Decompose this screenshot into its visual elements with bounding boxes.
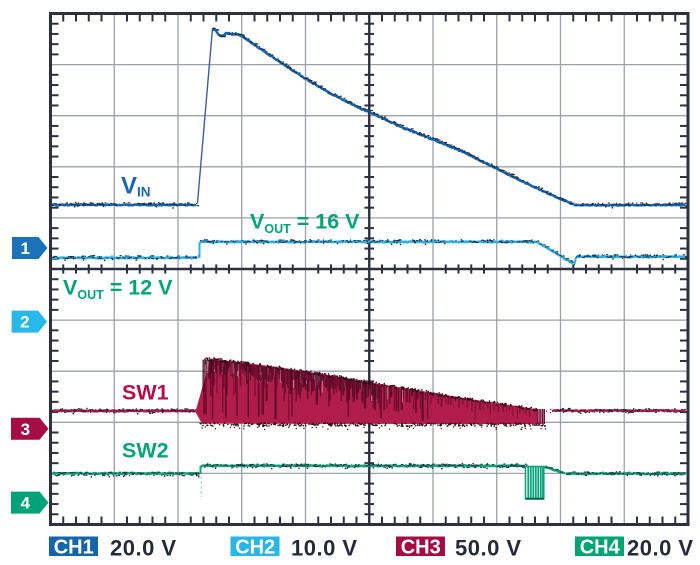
svg-text:20.0 V: 20.0 V	[627, 536, 694, 561]
svg-text:CH3: CH3	[401, 537, 441, 559]
svg-text:CH2: CH2	[235, 537, 275, 559]
svg-text:CH1: CH1	[54, 537, 94, 559]
svg-text:20.0 V: 20.0 V	[110, 536, 177, 561]
svg-text:VOUT = 12 V: VOUT = 12 V	[63, 276, 173, 303]
svg-text:CH4: CH4	[580, 537, 621, 559]
svg-text:50.0 V: 50.0 V	[455, 536, 522, 561]
svg-text:2: 2	[20, 313, 29, 332]
svg-text:SW1: SW1	[122, 381, 169, 405]
svg-text:4: 4	[21, 494, 31, 513]
svg-text:10.0 V: 10.0 V	[291, 536, 358, 561]
svg-text:SW2: SW2	[122, 439, 169, 463]
svg-text:1: 1	[20, 239, 29, 258]
svg-text:3: 3	[21, 420, 30, 439]
